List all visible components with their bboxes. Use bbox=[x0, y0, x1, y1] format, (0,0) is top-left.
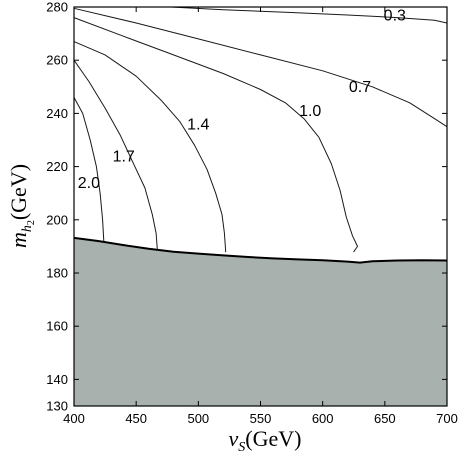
contour-label-0-3: 0.3 bbox=[384, 7, 406, 24]
contour-line-1-0 bbox=[73, 17, 358, 253]
contour-line-0-7 bbox=[73, 7, 448, 128]
y-tick-label-220: 220 bbox=[46, 159, 68, 174]
y-axis-subscript: h bbox=[20, 225, 35, 232]
contour-line-1-7 bbox=[73, 59, 158, 250]
y-axis-symbol: m bbox=[6, 232, 31, 248]
contour-line-2-0 bbox=[73, 96, 105, 242]
y-tick-label-200: 200 bbox=[46, 212, 68, 227]
contour-line-0-3 bbox=[170, 6, 448, 24]
y-tick-label-260: 260 bbox=[46, 53, 68, 68]
x-axis-unit: (GeV) bbox=[245, 426, 301, 451]
x-axis-symbol: v bbox=[229, 426, 239, 451]
y-axis-title: mh2(GeV) bbox=[6, 164, 37, 248]
y-axis-subsubscript: 2 bbox=[26, 220, 37, 225]
x-tick-label-550: 550 bbox=[250, 411, 272, 426]
excluded-region-boundary bbox=[73, 236, 448, 264]
x-axis-ticks: 400 450 500 550 600 650 700 bbox=[63, 7, 458, 426]
y-tick-label-140: 140 bbox=[46, 372, 68, 387]
y-tick-label-180: 180 bbox=[46, 266, 68, 281]
x-tick-label-650: 650 bbox=[374, 411, 396, 426]
x-tick-label-450: 450 bbox=[125, 411, 147, 426]
x-tick-label-600: 600 bbox=[312, 411, 334, 426]
x-axis-title: vS(GeV) bbox=[229, 426, 302, 455]
contour-label-0-7: 0.7 bbox=[349, 79, 371, 96]
y-axis-ticks: 130 140 160 180 200 220 240 260 280 bbox=[46, 0, 447, 414]
contour-label-1-4: 1.4 bbox=[187, 116, 209, 133]
x-tick-label-700: 700 bbox=[436, 411, 458, 426]
contour-line-1-4 bbox=[73, 41, 227, 253]
x-tick-label-500: 500 bbox=[187, 411, 209, 426]
y-tick-label-130: 130 bbox=[46, 399, 68, 414]
excluded-region bbox=[74, 237, 447, 406]
y-tick-label-280: 280 bbox=[46, 0, 68, 15]
contour-label-2-0: 2.0 bbox=[78, 175, 100, 192]
y-tick-label-160: 160 bbox=[46, 319, 68, 334]
contour-label-1-0: 1.0 bbox=[299, 103, 321, 120]
y-tick-label-240: 240 bbox=[46, 106, 68, 121]
contour-label-1-7: 1.7 bbox=[113, 148, 135, 165]
x-tick-label-400: 400 bbox=[63, 411, 85, 426]
y-axis-unit: (GeV) bbox=[6, 164, 31, 220]
x-axis-subscript: S bbox=[238, 440, 245, 455]
contour-labels-layer: 2.0 1.7 1.4 1.0 0.7 0.3 bbox=[78, 7, 406, 192]
excluded-region-layer bbox=[73, 236, 448, 406]
contour-lines-layer bbox=[73, 6, 448, 253]
